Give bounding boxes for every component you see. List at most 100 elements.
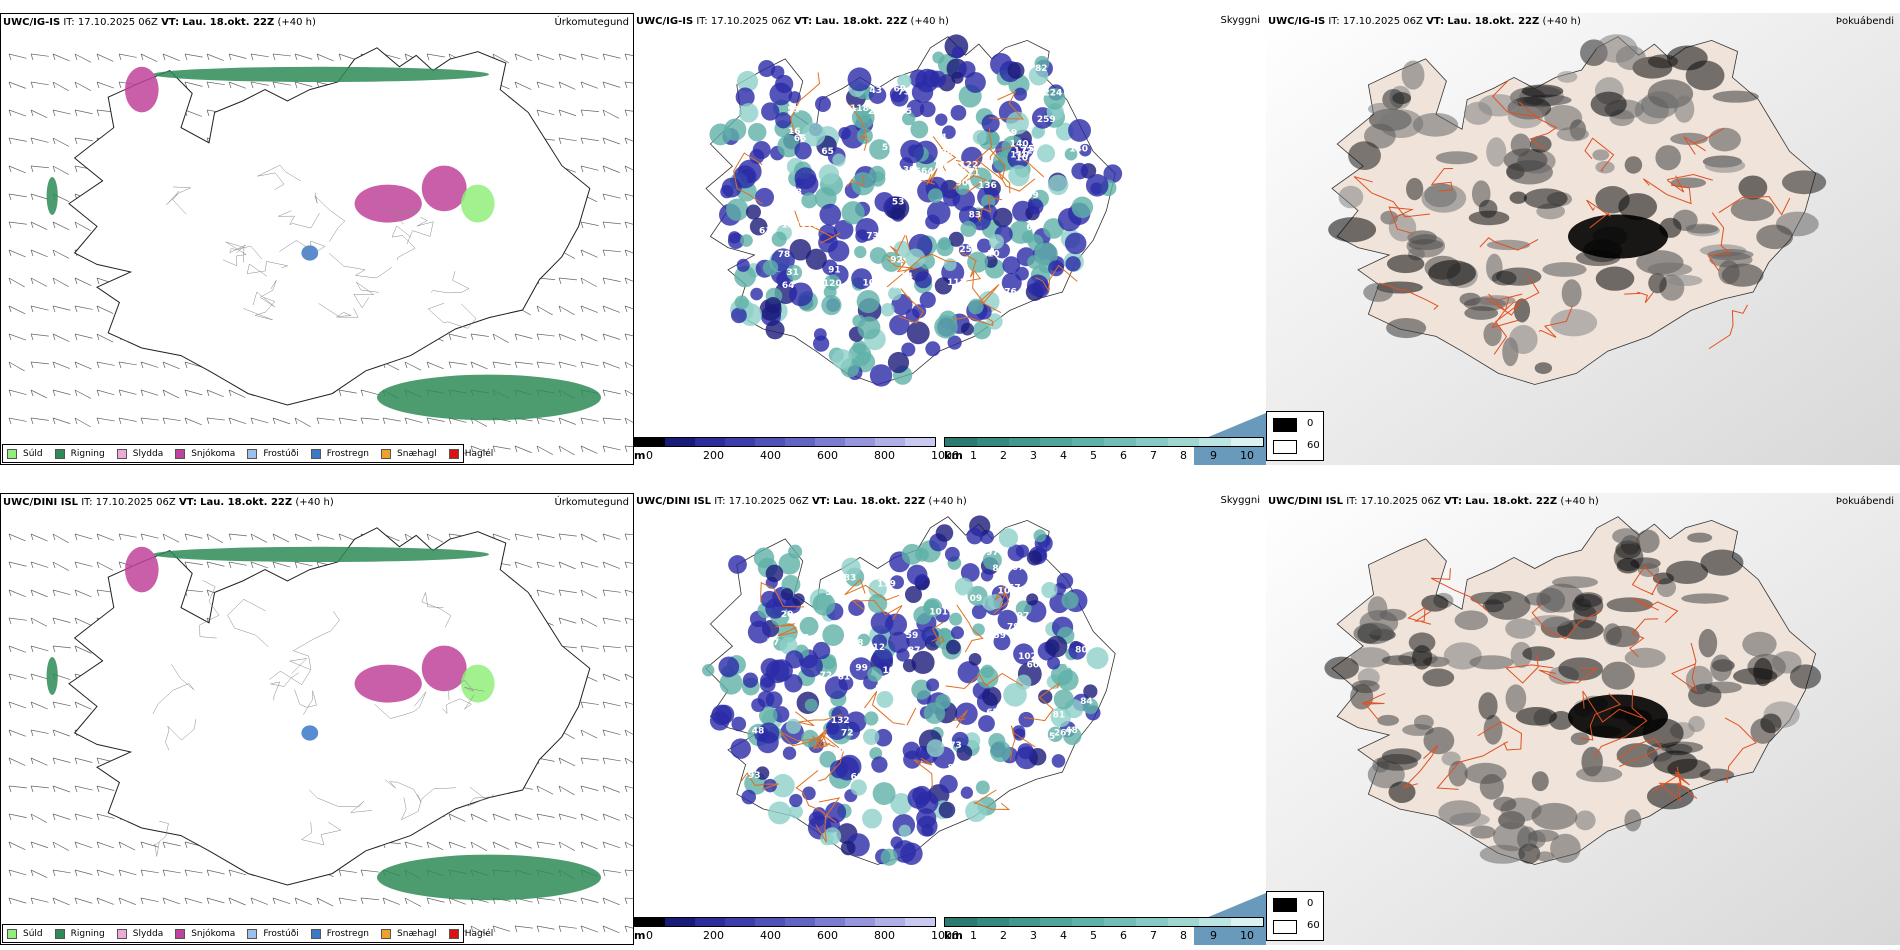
vis-tick-label: 5: [1090, 449, 1097, 462]
vis-tick-label: 1: [970, 929, 977, 942]
fog-legend-row2: 0 60: [1266, 891, 1324, 941]
ceiling-scale-step: [815, 438, 845, 446]
legend-item: Snæhagl: [381, 928, 437, 939]
vis-tick-label: 4: [1060, 929, 1067, 942]
ceiling-tick-label: 600: [817, 929, 838, 942]
vis-tick-label: 6: [1120, 929, 1127, 942]
legend-item: Snjókoma: [175, 928, 235, 939]
legend-item: Rigning: [54, 448, 105, 459]
ceiling-scale-step: [695, 438, 725, 446]
ceiling-value-label: 97: [986, 548, 999, 558]
fog-title-row2: Þokuábendi: [1835, 496, 1894, 507]
legend-item: Frostúði: [247, 928, 299, 939]
legend-label: Snæhagl: [397, 448, 437, 459]
legend-label: Slydda: [132, 928, 164, 939]
ceiling-value-label: 102: [1018, 652, 1037, 662]
ceiling-value-label: 139: [897, 166, 916, 176]
ceiling-value-label: 122: [959, 160, 978, 170]
fog-map-row2: [1266, 493, 1900, 945]
legend-swatch: [381, 928, 392, 939]
ceiling-scale-step: [785, 438, 815, 446]
ceiling-value-label: 93: [748, 771, 761, 781]
ceiling-value-label: 109: [963, 594, 982, 604]
ceiling-value-label: 61: [759, 227, 772, 237]
vis-scale-step: [945, 918, 977, 926]
panel-title-row2-fog: UWC/DINI ISL IT: 17.10.2025 06Z VT: Lau.…: [1268, 496, 1599, 507]
legend-item: Súld: [7, 928, 43, 939]
legend-item: Snjókoma: [175, 448, 236, 459]
ceiling-value-label: 65: [794, 134, 807, 144]
ceiling-value-label: 140: [1069, 145, 1088, 155]
ceiling-scale-step: [905, 438, 935, 446]
ceiling-value-label: 87: [908, 646, 921, 656]
ceiling-value-label: 121: [961, 169, 980, 179]
ceiling-value-label: 172: [1014, 147, 1033, 157]
ceiling-value-label: 79: [1007, 622, 1020, 632]
precip-area-0: [153, 546, 489, 562]
fog-swatch-low: [1273, 898, 1297, 912]
ceiling-scale-step: [845, 438, 875, 446]
legend-label: Rigning: [70, 928, 105, 939]
ceiling-tick-label: 0: [646, 929, 653, 942]
legend-label: Rigning: [70, 448, 105, 459]
panel-title-row2-vis: UWC/DINI ISL IT: 17.10.2025 06Z VT: Lau.…: [636, 496, 967, 507]
ceiling-value-label: 90: [884, 674, 897, 684]
precip-type-panel-row2: UWC/DINI ISL IT: 17.10.2025 06Z VT: Lau.…: [0, 493, 634, 945]
ceiling-scale-step: [635, 438, 665, 446]
fog-label-high: 60: [1307, 920, 1320, 931]
ceiling-value-label: 60: [1026, 223, 1039, 233]
ceiling-scale-step: [725, 438, 755, 446]
legend-swatch: [448, 928, 459, 939]
ceiling-value-label: 81: [1053, 710, 1066, 720]
legend-item: Haglél: [448, 448, 493, 459]
precip-area-6: [377, 374, 601, 421]
ceiling-value-label: 69: [893, 85, 906, 95]
ceiling-value-label: 85: [875, 684, 888, 694]
ceiling-value-label: 110: [1010, 150, 1029, 160]
precip-area-6: [377, 854, 601, 901]
vis-scale-step: [976, 438, 1009, 446]
vis-unit-row2: km: [944, 929, 963, 942]
ceiling-value-label: 91: [828, 266, 841, 276]
legend-swatch: [247, 448, 258, 459]
vis-scale-step: [945, 438, 977, 446]
ceiling-value-label: 83: [844, 574, 857, 584]
ceiling-value-label: 100: [998, 587, 1017, 597]
fog-label-low: 0: [1307, 418, 1314, 429]
legend-swatch: [175, 928, 186, 939]
legend-label: Frostúði: [263, 448, 299, 459]
vis-scale-step: [1231, 438, 1263, 446]
ceiling-value-label: 48: [1065, 726, 1078, 736]
precip-legend-row2: Súld Rigning Slydda Snjókoma Frostúði Frostre…: [2, 924, 493, 943]
ceiling-value-label: 84: [948, 764, 961, 774]
legend-label: Slydda: [132, 448, 164, 459]
ceiling-scale-step: [815, 918, 845, 926]
ceiling-value-label: 59: [906, 631, 919, 641]
ceiling-value-label: 60: [851, 772, 864, 782]
precip-legend-row1: Súld Rigning Slydda Snjókoma Frostúði Frostre…: [2, 444, 493, 463]
ceiling-scale-step: [875, 918, 905, 926]
vis-tick-label: 9: [1210, 929, 1217, 942]
ceiling-value-label: 76: [1004, 287, 1017, 297]
fog-swatch-low: [1273, 418, 1297, 432]
ceiling-tick-label: 400: [760, 929, 781, 942]
legend-label: Snjókoma: [191, 448, 236, 459]
fog-title-row1: Þokuábendi: [1835, 16, 1894, 27]
precip-area-3: [421, 645, 467, 692]
ceiling-value-label: 159: [987, 631, 1006, 641]
vis-scale-step: [1135, 918, 1168, 926]
legend-item: Slydda: [116, 448, 164, 459]
ceiling-value-label: 10: [1016, 154, 1029, 164]
visibility-panel-row2: 73 12 119 97 86 69 94 77 102 59 64 60 100 101 68 81 72 89…: [634, 493, 1266, 945]
precip-map-row2: [8, 527, 633, 936]
ceiling-value-label: 111: [947, 278, 966, 288]
vis-tick-label: 9: [1210, 449, 1217, 462]
ceiling-value-label: 137: [903, 723, 922, 733]
ceiling-tick-label: 200: [703, 449, 724, 462]
visibility-map-row2: 7312119978669947710259646010010168817289…: [702, 515, 1266, 945]
vis-tick-label: 2: [1000, 929, 1007, 942]
ceiling-value-label: 83: [969, 211, 982, 221]
precip-title-row2: Úrkomutegund: [554, 497, 629, 508]
fog-panel-row1: UWC/IG-IS IT: 17.10.2025 06Z VT: Lau. 18…: [1266, 13, 1900, 465]
ceiling-value-label: 73: [949, 741, 962, 751]
